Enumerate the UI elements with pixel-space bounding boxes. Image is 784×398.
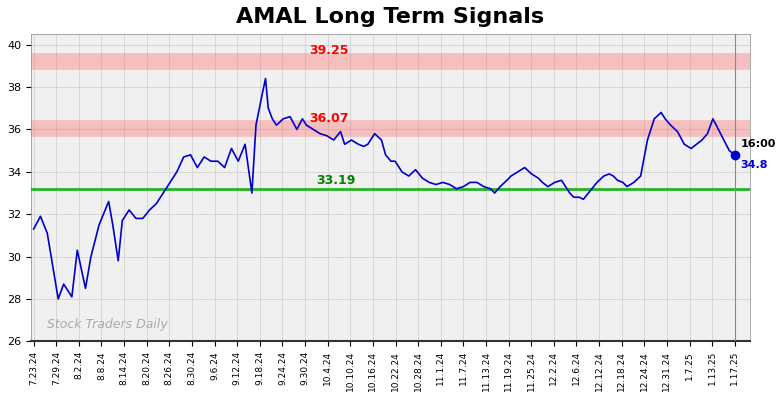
Text: 39.25: 39.25 <box>309 44 348 57</box>
Title: AMAL Long Term Signals: AMAL Long Term Signals <box>236 7 544 27</box>
Text: 33.19: 33.19 <box>316 174 355 187</box>
Text: 34.8: 34.8 <box>740 160 768 170</box>
Text: 36.07: 36.07 <box>309 112 348 125</box>
Text: Stock Traders Daily: Stock Traders Daily <box>47 318 168 331</box>
Text: 16:00: 16:00 <box>740 139 775 149</box>
